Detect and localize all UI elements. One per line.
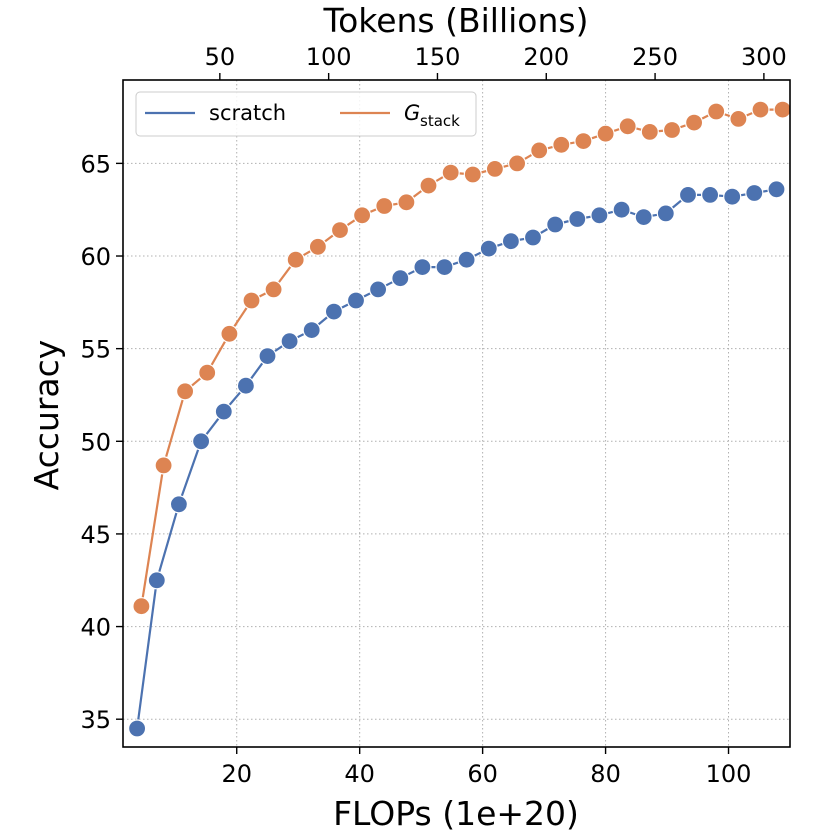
data-point-gstack <box>574 132 593 151</box>
data-point-scratch <box>258 347 277 366</box>
data-point-scratch <box>767 180 786 199</box>
secondary-x-tick-label: 150 <box>415 43 461 71</box>
data-point-gstack <box>596 124 615 143</box>
data-point-gstack <box>286 250 305 269</box>
data-point-gstack <box>485 159 504 178</box>
series-scratch <box>128 180 786 738</box>
secondary-x-tick-label: 250 <box>632 43 678 71</box>
data-point-gstack <box>530 141 549 160</box>
series-line-gstack <box>140 108 783 607</box>
data-point-scratch <box>479 239 498 258</box>
y-tick-label: 55 <box>80 336 111 364</box>
x-tick-label: 60 <box>467 760 498 788</box>
data-point-gstack <box>308 237 327 256</box>
data-point-gstack <box>330 221 350 240</box>
data-point-gstack <box>552 135 571 154</box>
y-tick-label: 50 <box>80 428 111 456</box>
data-point-gstack <box>751 100 770 119</box>
legend-label-gstack-subscript: stack <box>420 112 460 130</box>
data-point-scratch <box>568 209 587 229</box>
x-tick-label: 80 <box>590 760 621 788</box>
data-point-gstack <box>242 291 261 310</box>
data-point-scratch <box>546 215 565 234</box>
data-point-scratch <box>128 719 147 738</box>
data-point-gstack <box>220 324 239 343</box>
data-point-scratch <box>192 432 211 451</box>
data-point-gstack <box>773 100 792 119</box>
data-point-scratch <box>302 321 321 340</box>
y-tick-label: 45 <box>80 521 111 549</box>
data-point-gstack <box>154 456 173 475</box>
data-point-gstack <box>729 109 748 129</box>
data-point-gstack <box>507 154 527 173</box>
data-point-scratch <box>435 258 454 277</box>
data-point-scratch <box>678 185 698 204</box>
y-tick-label: 35 <box>80 706 111 734</box>
y-axis-title: Accuracy <box>27 340 66 491</box>
data-point-gstack <box>419 176 438 195</box>
data-point-gstack <box>353 206 372 225</box>
data-point-scratch <box>236 376 255 395</box>
data-point-scratch <box>147 571 166 590</box>
data-point-gstack <box>441 163 460 182</box>
x-tick-label: 100 <box>706 760 752 788</box>
secondary-x-tick-label: 100 <box>306 43 352 71</box>
data-point-gstack <box>176 382 195 401</box>
legend: scratch G stack <box>135 91 477 137</box>
data-point-gstack <box>375 196 394 216</box>
data-point-gstack <box>618 117 637 136</box>
y-tick-label: 60 <box>80 243 111 271</box>
data-point-scratch <box>280 332 299 351</box>
data-point-gstack <box>707 102 726 121</box>
data-point-gstack <box>684 113 704 132</box>
data-point-scratch <box>413 258 432 277</box>
x-tick-label: 20 <box>221 760 252 788</box>
grid <box>123 80 790 747</box>
data-point-gstack <box>463 165 482 184</box>
secondary-x-tick-label: 300 <box>741 43 787 71</box>
data-point-scratch <box>457 250 476 269</box>
x-axis-title: FLOPs (1e+20) <box>333 794 579 830</box>
data-point-scratch <box>346 291 366 310</box>
data-point-scratch <box>214 402 233 421</box>
data-point-scratch <box>723 187 742 206</box>
y-tick-label: 65 <box>80 150 111 178</box>
data-point-scratch <box>745 183 764 203</box>
data-point-scratch <box>700 185 720 204</box>
data-point-gstack <box>640 122 659 141</box>
series-layer <box>128 100 792 738</box>
data-point-scratch <box>169 495 188 514</box>
plot-frame <box>122 79 791 748</box>
data-point-scratch <box>656 204 675 223</box>
data-point-gstack <box>132 597 151 616</box>
data-point-scratch <box>391 269 410 288</box>
data-point-scratch <box>590 206 609 225</box>
data-point-gstack <box>397 193 416 212</box>
legend-label-gstack: G <box>404 101 420 125</box>
secondary-x-tick-label: 200 <box>523 43 569 71</box>
data-point-scratch <box>612 200 631 219</box>
series-gstack <box>132 100 792 616</box>
data-point-gstack <box>264 280 283 299</box>
y-tick-label: 40 <box>80 614 111 642</box>
data-point-scratch <box>501 232 520 251</box>
data-point-scratch <box>634 208 653 227</box>
series-line-scratch <box>136 188 777 729</box>
secondary-x-tick-label: 50 <box>205 43 236 71</box>
data-point-scratch <box>369 280 388 299</box>
data-point-scratch <box>324 302 343 321</box>
data-point-scratch <box>523 228 543 247</box>
data-point-gstack <box>662 120 682 140</box>
ticks: 20 40 60 80 100 35 40 45 50 55 60 65 50 100 150 200 250 3… <box>80 43 786 788</box>
x-tick-label: 40 <box>344 760 375 788</box>
secondary-x-axis-title: Tokens (Billions) <box>323 1 589 40</box>
data-point-gstack <box>198 363 217 382</box>
legend-box <box>135 91 477 137</box>
legend-label-scratch: scratch <box>209 101 286 125</box>
